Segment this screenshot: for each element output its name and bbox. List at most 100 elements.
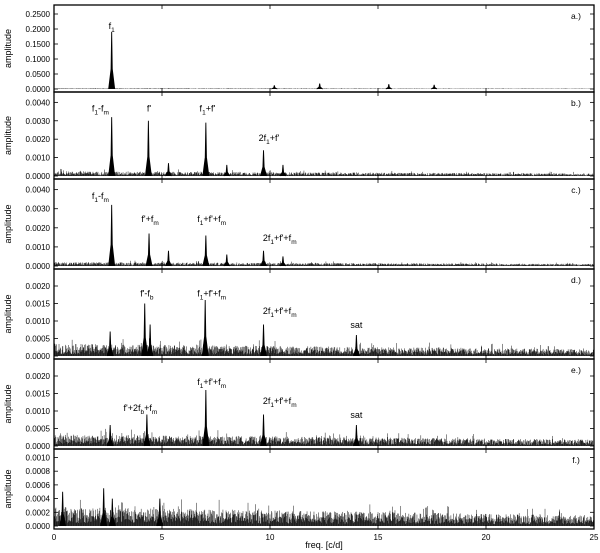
annotation-subscript: 1 (111, 27, 115, 34)
peak-annotation: 2f1+f'+fm (263, 233, 297, 246)
annotation-text: f (197, 377, 200, 387)
y-tick-label: 0.0000 (26, 85, 51, 94)
panel-tag: c.) (571, 185, 581, 195)
peak-5 (260, 324, 267, 357)
peak-annotation: f1-fm (92, 191, 109, 204)
y-tick-label: 0.0020 (26, 372, 51, 381)
panel-frame (53, 448, 595, 530)
annotation-text: f (197, 214, 200, 224)
peak-3 (165, 163, 172, 177)
y-tick-label: 0.0000 (26, 352, 51, 361)
annotation-text: 2f (263, 396, 271, 406)
y-tick-label: 0.1000 (26, 55, 51, 64)
spectrum-noise (54, 338, 594, 356)
peak-annotation: f1+f'+fm (197, 289, 226, 302)
y-tick-label: 0.0002 (26, 508, 51, 517)
spectrum-noise (54, 499, 594, 526)
annotation-text: 2f (263, 306, 271, 316)
annotation-text: +f'+f (203, 377, 221, 387)
peak-6 (352, 334, 360, 357)
peak-2 (100, 488, 108, 527)
panel-tag: d.) (571, 275, 581, 285)
annotation-subscript: m (221, 220, 226, 227)
annotation-subscript: 1 (270, 239, 274, 246)
peak-3 (108, 498, 116, 527)
annotation-subscript: m (291, 402, 296, 409)
peak-2 (271, 85, 278, 90)
annotation-text: f (197, 289, 200, 299)
annotation-subscript: 1 (270, 312, 274, 319)
peak-3 (202, 389, 210, 447)
annotation-text: +f'+f (274, 233, 292, 243)
peak-3 (165, 250, 172, 267)
peak-1 (106, 331, 114, 357)
annotation-text: 2f (259, 133, 267, 143)
y-tick-label: 0.2500 (26, 10, 51, 19)
annotation-subscript: 1 (94, 197, 98, 204)
annotation-text: +f' (206, 104, 216, 114)
spectrum-noise (54, 168, 594, 176)
peak-annotation: sat (350, 320, 363, 330)
annotation-text: -f (98, 104, 104, 114)
peak-7 (279, 164, 287, 177)
annotation-subscript: b (140, 409, 144, 416)
annotation-subscript: m (221, 295, 226, 302)
annotation-text: f (92, 191, 95, 201)
y-tick-label: 0.0004 (26, 495, 51, 504)
y-axis-label: amplitude (3, 294, 13, 333)
peak-5 (430, 84, 438, 90)
peak-annotation: f'+fm (141, 214, 158, 227)
y-axis-label: amplitude (3, 116, 13, 155)
peak-annotation: f1-fm (92, 104, 109, 117)
y-tick-label: 0.0008 (26, 467, 51, 476)
y-tick-label: 0.0010 (26, 453, 51, 462)
panel-tag: b.) (571, 98, 581, 108)
annotation-text: -f (98, 191, 104, 201)
peak-annotation: f1+f' (200, 104, 216, 117)
peak-annotation: f' (147, 104, 152, 114)
spectrum-noise (54, 88, 594, 89)
peak-5 (223, 164, 231, 177)
annotation-subscript: m (152, 409, 157, 416)
annotation-text: f (200, 104, 203, 114)
peak-annotation: f1+f'+fm (197, 214, 226, 227)
annotation-subscript: 1 (200, 383, 204, 390)
y-tick-label: 0.0500 (26, 70, 51, 79)
y-tick-label: 0.0015 (26, 300, 51, 309)
peak-annotation: f1 (109, 21, 116, 34)
x-tick-label: 5 (160, 533, 165, 542)
y-tick-label: 0.0020 (26, 135, 51, 144)
annotation-text: +f'+f (274, 306, 292, 316)
annotation-subscript: b (150, 295, 154, 302)
annotation-subscript: m (104, 110, 109, 117)
peak-annotation: f'+2fb+fm (124, 403, 158, 416)
peak-annotation: 2f1+f' (259, 133, 280, 146)
annotation-text: f (109, 21, 112, 31)
panel-frame (53, 91, 595, 180)
annotation-text: +f (144, 403, 152, 413)
y-tick-label: 0.0000 (26, 442, 51, 451)
panel-frame (53, 4, 595, 93)
y-tick-label: 0.0040 (26, 186, 51, 195)
y-tick-label: 0.0005 (26, 425, 51, 434)
y-tick-label: 0.0010 (26, 243, 51, 252)
y-tick-label: 0.0010 (26, 154, 51, 163)
y-axis-label: amplitude (3, 29, 13, 68)
panel-c: 0.0000 0.0010 0.0020 0.0030 0.0040 amplitude c… (3, 178, 595, 271)
y-tick-label: 0.0005 (26, 335, 51, 344)
annotation-text: +f'+f (203, 214, 221, 224)
panel-frame (53, 178, 595, 270)
annotation-text: +f'+f (274, 396, 292, 406)
panel-d: 0.0000 0.0005 0.0010 0.0015 0.0020 amplitude d… (3, 268, 595, 361)
peak-4 (201, 299, 209, 357)
annotation-subscript: 1 (202, 110, 206, 117)
annotation-subscript: m (153, 220, 158, 227)
x-tick-label: 25 (590, 533, 599, 542)
spectrum-noise (54, 260, 594, 266)
annotation-subscript: 1 (200, 295, 204, 302)
y-tick-label: 0.0020 (26, 224, 51, 233)
y-tick-label: 0.0040 (26, 98, 51, 107)
peak-annotation: 2f1+f'+fm (263, 396, 297, 409)
annotation-subscript: 1 (266, 139, 270, 146)
